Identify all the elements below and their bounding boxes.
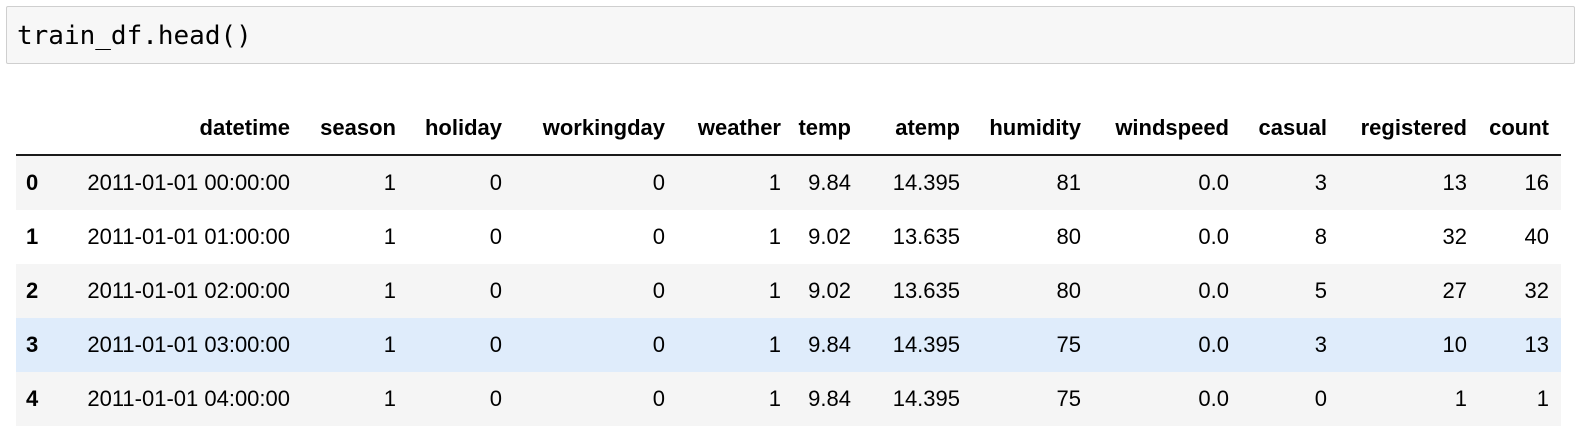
- header-row: datetime season holiday workingday weather te…: [16, 102, 1561, 156]
- table-row[interactable]: 0 2011-01-01 00:00:00 1 0 0 1 9.84 14.395 81 0.0 3…: [16, 155, 1561, 210]
- output-area: datetime season holiday workingday weather te…: [16, 102, 1561, 426]
- code-text[interactable]: train_df.head(): [17, 21, 252, 51]
- table-cell-count: 1: [1536, 386, 1549, 411]
- table-cell-holiday: 0: [489, 224, 502, 249]
- table-cell-temp: 9.84: [808, 332, 851, 357]
- index-header: [16, 102, 54, 156]
- table-cell-holiday: 0: [489, 278, 502, 303]
- table-cell-weather: 1: [768, 278, 781, 303]
- table-cell-workingday: 0: [652, 224, 665, 249]
- table-cell-temp: 9.02: [808, 224, 851, 249]
- table-body: 0 2011-01-01 00:00:00 1 0 0 1 9.84 14.395 81 0.0 3…: [16, 155, 1561, 426]
- table-cell-season: 1: [383, 224, 396, 249]
- table-cell-registered: 1: [1454, 386, 1467, 411]
- row-index: 0: [26, 170, 39, 195]
- column-header-registered: registered: [1339, 102, 1479, 156]
- table-cell-count: 16: [1524, 170, 1549, 195]
- column-header-workingday: workingday: [514, 102, 677, 156]
- column-header-temp: temp: [793, 102, 863, 156]
- column-header-datetime: datetime: [54, 102, 302, 156]
- table-cell-datetime: 2011-01-01 02:00:00: [87, 278, 290, 303]
- column-header-casual: casual: [1241, 102, 1339, 156]
- table-cell-casual: 3: [1314, 170, 1327, 195]
- table-row[interactable]: 2 2011-01-01 02:00:00 1 0 0 1 9.02 13.635 80 0.0 5…: [16, 264, 1561, 318]
- table-cell-humidity: 81: [1056, 170, 1081, 195]
- table-cell-atemp: 14.395: [892, 170, 960, 195]
- table-cell-season: 1: [383, 170, 396, 195]
- table-cell-windspeed: 0.0: [1198, 224, 1229, 249]
- code-input-cell[interactable]: train_df.head(): [6, 6, 1575, 64]
- table-cell-workingday: 0: [652, 278, 665, 303]
- table-row[interactable]: 1 2011-01-01 01:00:00 1 0 0 1 9.02 13.635 80 0.0 8…: [16, 210, 1561, 264]
- table-cell-registered: 13: [1442, 170, 1467, 195]
- table-cell-humidity: 75: [1056, 332, 1081, 357]
- column-header-atemp: atemp: [863, 102, 972, 156]
- table-cell-humidity: 75: [1056, 386, 1081, 411]
- row-index: 3: [26, 332, 39, 357]
- table-cell-count: 40: [1524, 224, 1549, 249]
- table-cell-atemp: 14.395: [892, 386, 960, 411]
- table-cell-weather: 1: [768, 386, 781, 411]
- table-cell-holiday: 0: [489, 386, 502, 411]
- table-cell-windspeed: 0.0: [1198, 278, 1229, 303]
- column-header-count: count: [1479, 102, 1561, 156]
- table-cell-datetime: 2011-01-01 01:00:00: [87, 224, 290, 249]
- table-cell-atemp: 13.635: [892, 278, 960, 303]
- table-cell-weather: 1: [768, 332, 781, 357]
- table-cell-datetime: 2011-01-01 03:00:00: [87, 332, 290, 357]
- table-cell-windspeed: 0.0: [1198, 332, 1229, 357]
- table-cell-atemp: 13.635: [892, 224, 960, 249]
- dataframe-table: datetime season holiday workingday weather te…: [16, 102, 1561, 426]
- table-cell-count: 32: [1524, 278, 1549, 303]
- table-cell-workingday: 0: [652, 170, 665, 195]
- column-header-season: season: [302, 102, 408, 156]
- table-cell-holiday: 0: [489, 170, 502, 195]
- table-cell-count: 13: [1524, 332, 1549, 357]
- table-cell-casual: 5: [1314, 278, 1327, 303]
- table-cell-weather: 1: [768, 170, 781, 195]
- table-cell-season: 1: [383, 332, 396, 357]
- column-header-windspeed: windspeed: [1093, 102, 1241, 156]
- column-header-holiday: holiday: [408, 102, 514, 156]
- table-cell-temp: 9.02: [808, 278, 851, 303]
- row-index: 2: [26, 278, 39, 303]
- column-header-weather: weather: [677, 102, 793, 156]
- column-header-humidity: humidity: [972, 102, 1093, 156]
- table-cell-windspeed: 0.0: [1198, 170, 1229, 195]
- table-cell-workingday: 0: [652, 332, 665, 357]
- table-cell-temp: 9.84: [808, 170, 851, 195]
- table-cell-weather: 1: [768, 224, 781, 249]
- table-cell-humidity: 80: [1056, 278, 1081, 303]
- row-index: 1: [26, 224, 39, 249]
- table-cell-workingday: 0: [652, 386, 665, 411]
- table-cell-temp: 9.84: [808, 386, 851, 411]
- table-cell-registered: 27: [1442, 278, 1467, 303]
- table-cell-datetime: 2011-01-01 00:00:00: [87, 170, 290, 195]
- table-cell-holiday: 0: [489, 332, 502, 357]
- table-cell-registered: 32: [1442, 224, 1467, 249]
- table-cell-atemp: 14.395: [892, 332, 960, 357]
- table-cell-casual: 8: [1314, 224, 1327, 249]
- table-cell-season: 1: [383, 278, 396, 303]
- table-cell-casual: 3: [1314, 332, 1327, 357]
- table-cell-casual: 0: [1314, 386, 1327, 411]
- table-row[interactable]: 4 2011-01-01 04:00:00 1 0 0 1 9.84 14.395 75 0.0 0…: [16, 372, 1561, 426]
- table-cell-registered: 10: [1442, 332, 1467, 357]
- table-cell-datetime: 2011-01-01 04:00:00: [87, 386, 290, 411]
- table-cell-windspeed: 0.0: [1198, 386, 1229, 411]
- table-cell-humidity: 80: [1056, 224, 1081, 249]
- table-row[interactable]: 3 2011-01-01 03:00:00 1 0 0 1 9.84 14.395 75 0.0 3…: [16, 318, 1561, 372]
- row-index: 4: [26, 386, 39, 411]
- table-cell-season: 1: [383, 386, 396, 411]
